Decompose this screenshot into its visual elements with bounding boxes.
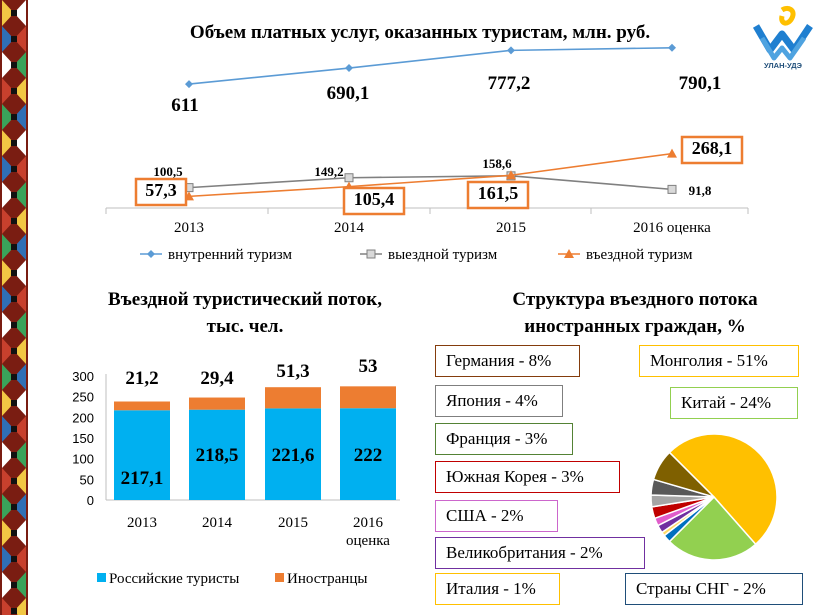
bar-label-russian: 222: [354, 445, 383, 466]
legend-label: Иностранцы: [287, 571, 367, 587]
legend-label: выездной туризм: [388, 247, 498, 263]
legend-marker: [366, 249, 376, 259]
bar-segment-russian: [189, 409, 245, 500]
bar-segment-foreign: [189, 397, 245, 410]
city-logo: УЛАН-УДЭ: [752, 5, 813, 70]
x-tick-label: 2015: [496, 220, 526, 236]
ornament-border: [0, 0, 28, 615]
line-chart-title: Объем платных услуг, оказанных туристам,…: [189, 22, 651, 43]
series-line-1: [188, 46, 673, 85]
line-point: [668, 43, 676, 52]
line-data-label: 158,6: [482, 156, 512, 171]
pie-category-label: Германия - 8%: [435, 345, 580, 377]
line-point: [667, 148, 677, 158]
bar-segment-foreign: [114, 401, 170, 411]
line-data-label: 161,5: [478, 183, 519, 203]
legend-marker: [147, 250, 155, 258]
data-label-box: [680, 135, 744, 165]
bar-label-foreign: 21,2: [125, 368, 158, 389]
bar-category-label: 2014: [202, 515, 233, 531]
legend-marker: [564, 249, 574, 258]
line-data-label: 100,5: [153, 164, 183, 179]
bar-segment-russian: [340, 408, 396, 500]
line-data-label: 268,1: [692, 138, 733, 158]
legend-swatch: [275, 573, 284, 582]
pie-category-label: Италия - 1%: [435, 573, 560, 605]
bar-label-foreign: 53: [359, 356, 378, 377]
bar-label-foreign: 51,3: [276, 361, 309, 382]
line-point: [667, 184, 677, 194]
data-label-box: [342, 186, 406, 216]
y-tick-label: 300: [72, 369, 94, 384]
line-data-label: 57,3: [145, 180, 177, 200]
bar-label-russian: 221,6: [272, 445, 315, 466]
line-point: [345, 64, 353, 73]
y-tick-label: 250: [72, 390, 94, 405]
pie-category-label: Страны СНГ - 2%: [625, 573, 803, 605]
pie-category-label: Китай - 24%: [670, 387, 798, 419]
bar-label-foreign: 29,4: [200, 368, 234, 389]
y-tick-label: 150: [72, 431, 94, 446]
pie-category-label: США - 2%: [435, 500, 558, 532]
y-tick-label: 200: [72, 410, 94, 425]
pie-category-label: Монголия - 51%: [639, 345, 799, 377]
data-label-box: [134, 177, 188, 207]
legend-swatch: [97, 573, 106, 582]
bar-category-label: 2013: [127, 515, 157, 531]
line-point: [507, 46, 515, 55]
pie-category-label: Великобритания - 2%: [435, 537, 645, 569]
line-data-label: 690,1: [327, 83, 370, 104]
bar-segment-russian: [114, 410, 170, 500]
x-tick-label: 2016 оценка: [633, 220, 711, 236]
data-label-box: [466, 180, 530, 210]
line-data-label: 91,8: [689, 183, 712, 198]
bar-category-label: оценка: [346, 533, 390, 549]
pie-category-label: Южная Корея - 3%: [435, 461, 620, 493]
legend-label: внутренний туризм: [168, 247, 292, 263]
bar-category-label: 2016: [353, 515, 384, 531]
line-point: [506, 170, 516, 180]
x-tick-label: 2013: [174, 220, 204, 236]
bar-label-russian: 217,1: [121, 468, 164, 489]
bar-label-russian: 218,5: [196, 445, 239, 466]
legend-label: Российские туристы: [109, 571, 239, 587]
line-data-label: 777,2: [488, 73, 531, 94]
legend-label: въездной туризм: [586, 247, 693, 263]
logo-text: УЛАН-УДЭ: [764, 61, 803, 70]
pie-slice-10: [652, 451, 715, 498]
line-data-label: 105,4: [354, 189, 395, 209]
series-line-2: [188, 175, 673, 191]
pie-chart-title: Структура въездного потока иностранных г…: [512, 289, 758, 337]
bar-category-label: 2015: [278, 515, 308, 531]
bar-segment-foreign: [265, 387, 321, 409]
pie-category-label: Франция - 3%: [435, 423, 573, 455]
bar-chart-title: Въездной туристический поток, тыс. чел.: [108, 289, 382, 337]
line-data-label: 611: [171, 95, 198, 116]
pie-slice-2: [668, 495, 757, 561]
bar-segment-russian: [265, 408, 321, 500]
pie-category-label: Япония - 4%: [435, 385, 563, 417]
line-data-label: 790,1: [679, 73, 722, 94]
y-tick-label: 100: [72, 452, 94, 467]
y-tick-label: 0: [87, 493, 94, 508]
line-data-label: 149,2: [314, 164, 343, 179]
y-tick-label: 50: [80, 472, 94, 487]
line-point: [185, 80, 193, 89]
bar-segment-foreign: [340, 386, 396, 409]
pie-slice-1: [668, 433, 778, 546]
x-tick-label: 2014: [334, 220, 365, 236]
series-line-3: [188, 152, 673, 198]
